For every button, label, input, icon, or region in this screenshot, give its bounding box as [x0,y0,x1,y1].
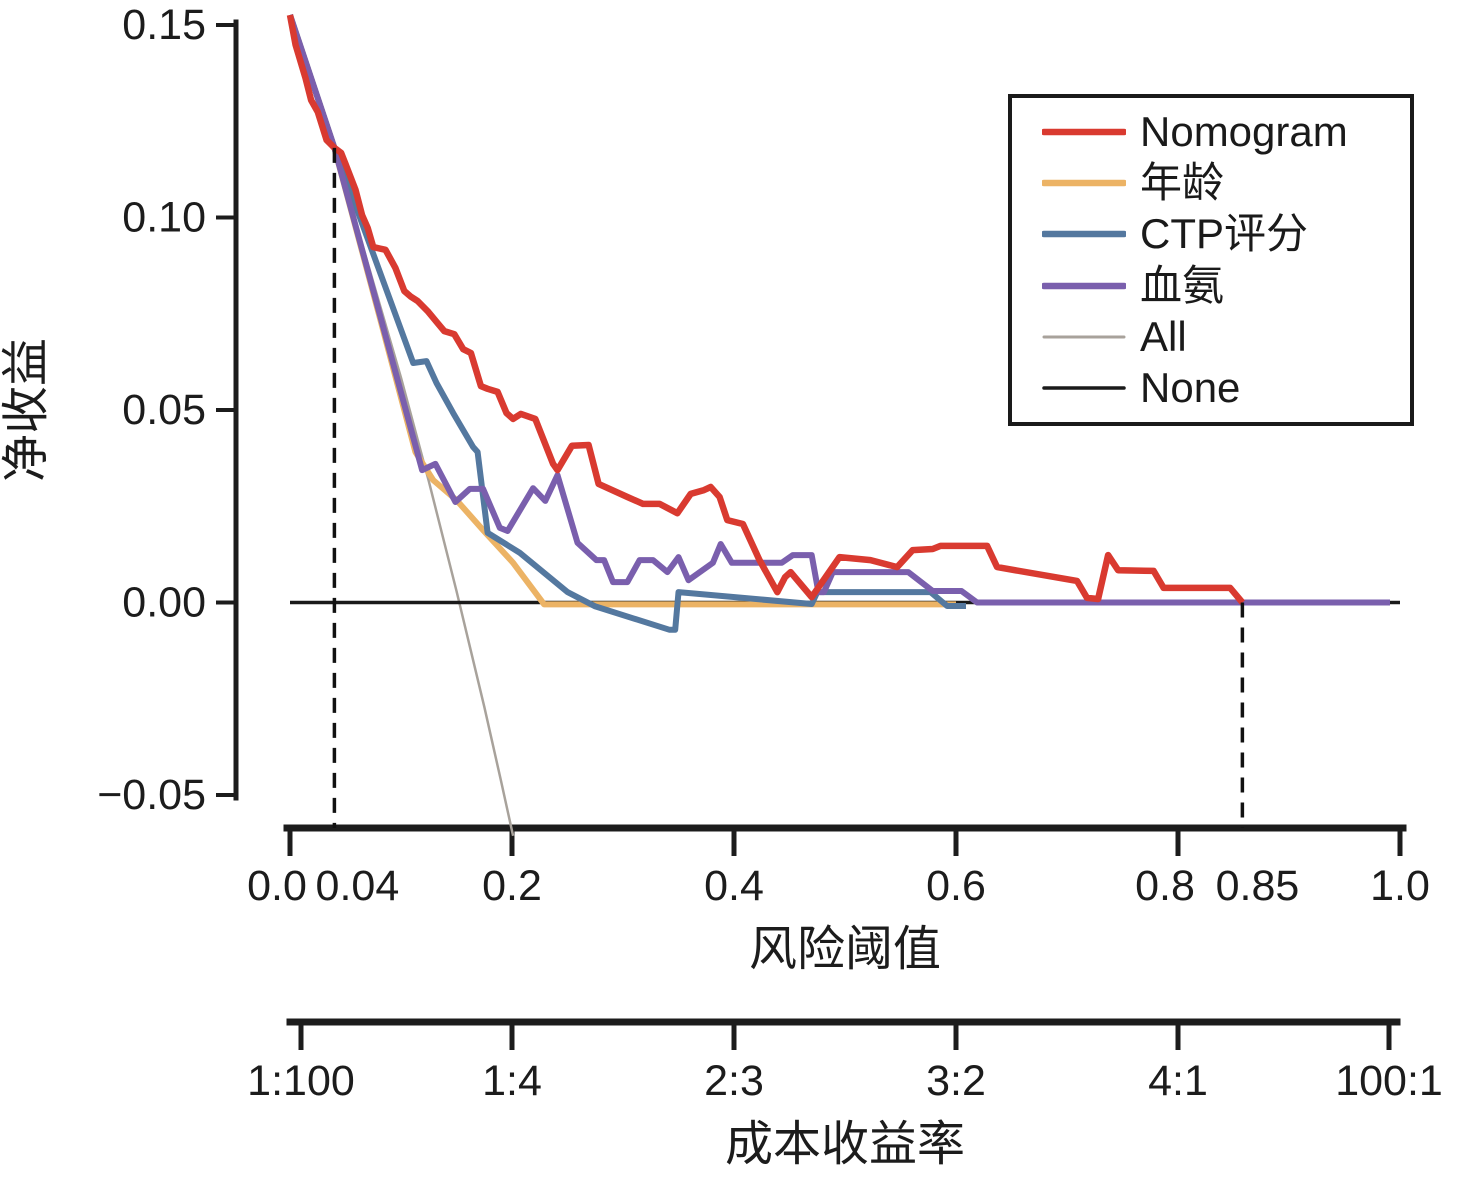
legend-label-all: All [1140,312,1187,360]
ratio-tick-label: 1:100 [247,1057,355,1105]
x-tick-label: 0.0 [247,862,307,910]
ratio-tick-label: 2:3 [704,1057,764,1105]
legend-item-none: None [1042,365,1410,411]
ctp-score-curve [287,14,966,633]
legend-item-ctp-score: CTP评分 [1042,211,1410,257]
legend-label-blood-ammonia: 血氨 [1140,261,1225,309]
ratio-tick-label: 4:1 [1148,1057,1208,1105]
ratio-tick-label: 3:2 [926,1057,986,1105]
all-line-swatch [1042,335,1126,339]
x-tick-label: 0.6 [926,862,986,910]
nomogram-curve [286,14,1245,605]
legend-item-all: All [1042,314,1410,360]
y-tick-label: 0.10 [122,194,206,242]
legend-label-none: None [1140,363,1241,411]
y-axis-title: 净收益 [0,338,53,482]
legend-label-nomogram: Nomogram [1140,108,1348,156]
legend-label-ctp-score: CTP评分 [1140,210,1309,258]
x-tick-label: 0.8 [1135,862,1195,910]
x-tick-label: 0.04 [316,862,400,910]
ratio-axis-title: 成本收益率 [725,1118,965,1171]
x-tick-label: 0.85 [1216,862,1300,910]
nomogram-line-swatch [1042,128,1126,136]
y-tick-label: 0.00 [122,579,206,627]
blood-ammonia-curve [287,14,1390,606]
legend-item-blood-ammonia: 血氨 [1042,263,1410,309]
y-tick-label: 0.05 [122,386,206,434]
x-tick-label: 0.2 [482,862,542,910]
y-tick-label: 0.15 [122,1,206,49]
none-line-swatch [1042,386,1126,390]
y-tick-label: −0.05 [97,771,206,819]
legend-item-age: 年龄 [1042,160,1410,206]
legend-item-nomogram: Nomogram [1042,109,1410,155]
x-tick-label: 0.4 [704,862,764,910]
blood-ammonia-line-swatch [1042,282,1126,289]
legend: Nomogram 年龄 CTP评分 血氨 All None [1008,94,1414,426]
x-axis-title: 风险阈值 [749,923,941,976]
legend-label-age: 年龄 [1140,159,1225,207]
ctp-score-line-swatch [1042,231,1126,238]
x-tick-label: 1.0 [1370,862,1430,910]
age-curve [287,14,956,608]
ratio-tick-label: 100:1 [1335,1057,1443,1105]
ratio-tick-label: 1:4 [482,1057,542,1105]
age-line-swatch [1042,180,1126,187]
